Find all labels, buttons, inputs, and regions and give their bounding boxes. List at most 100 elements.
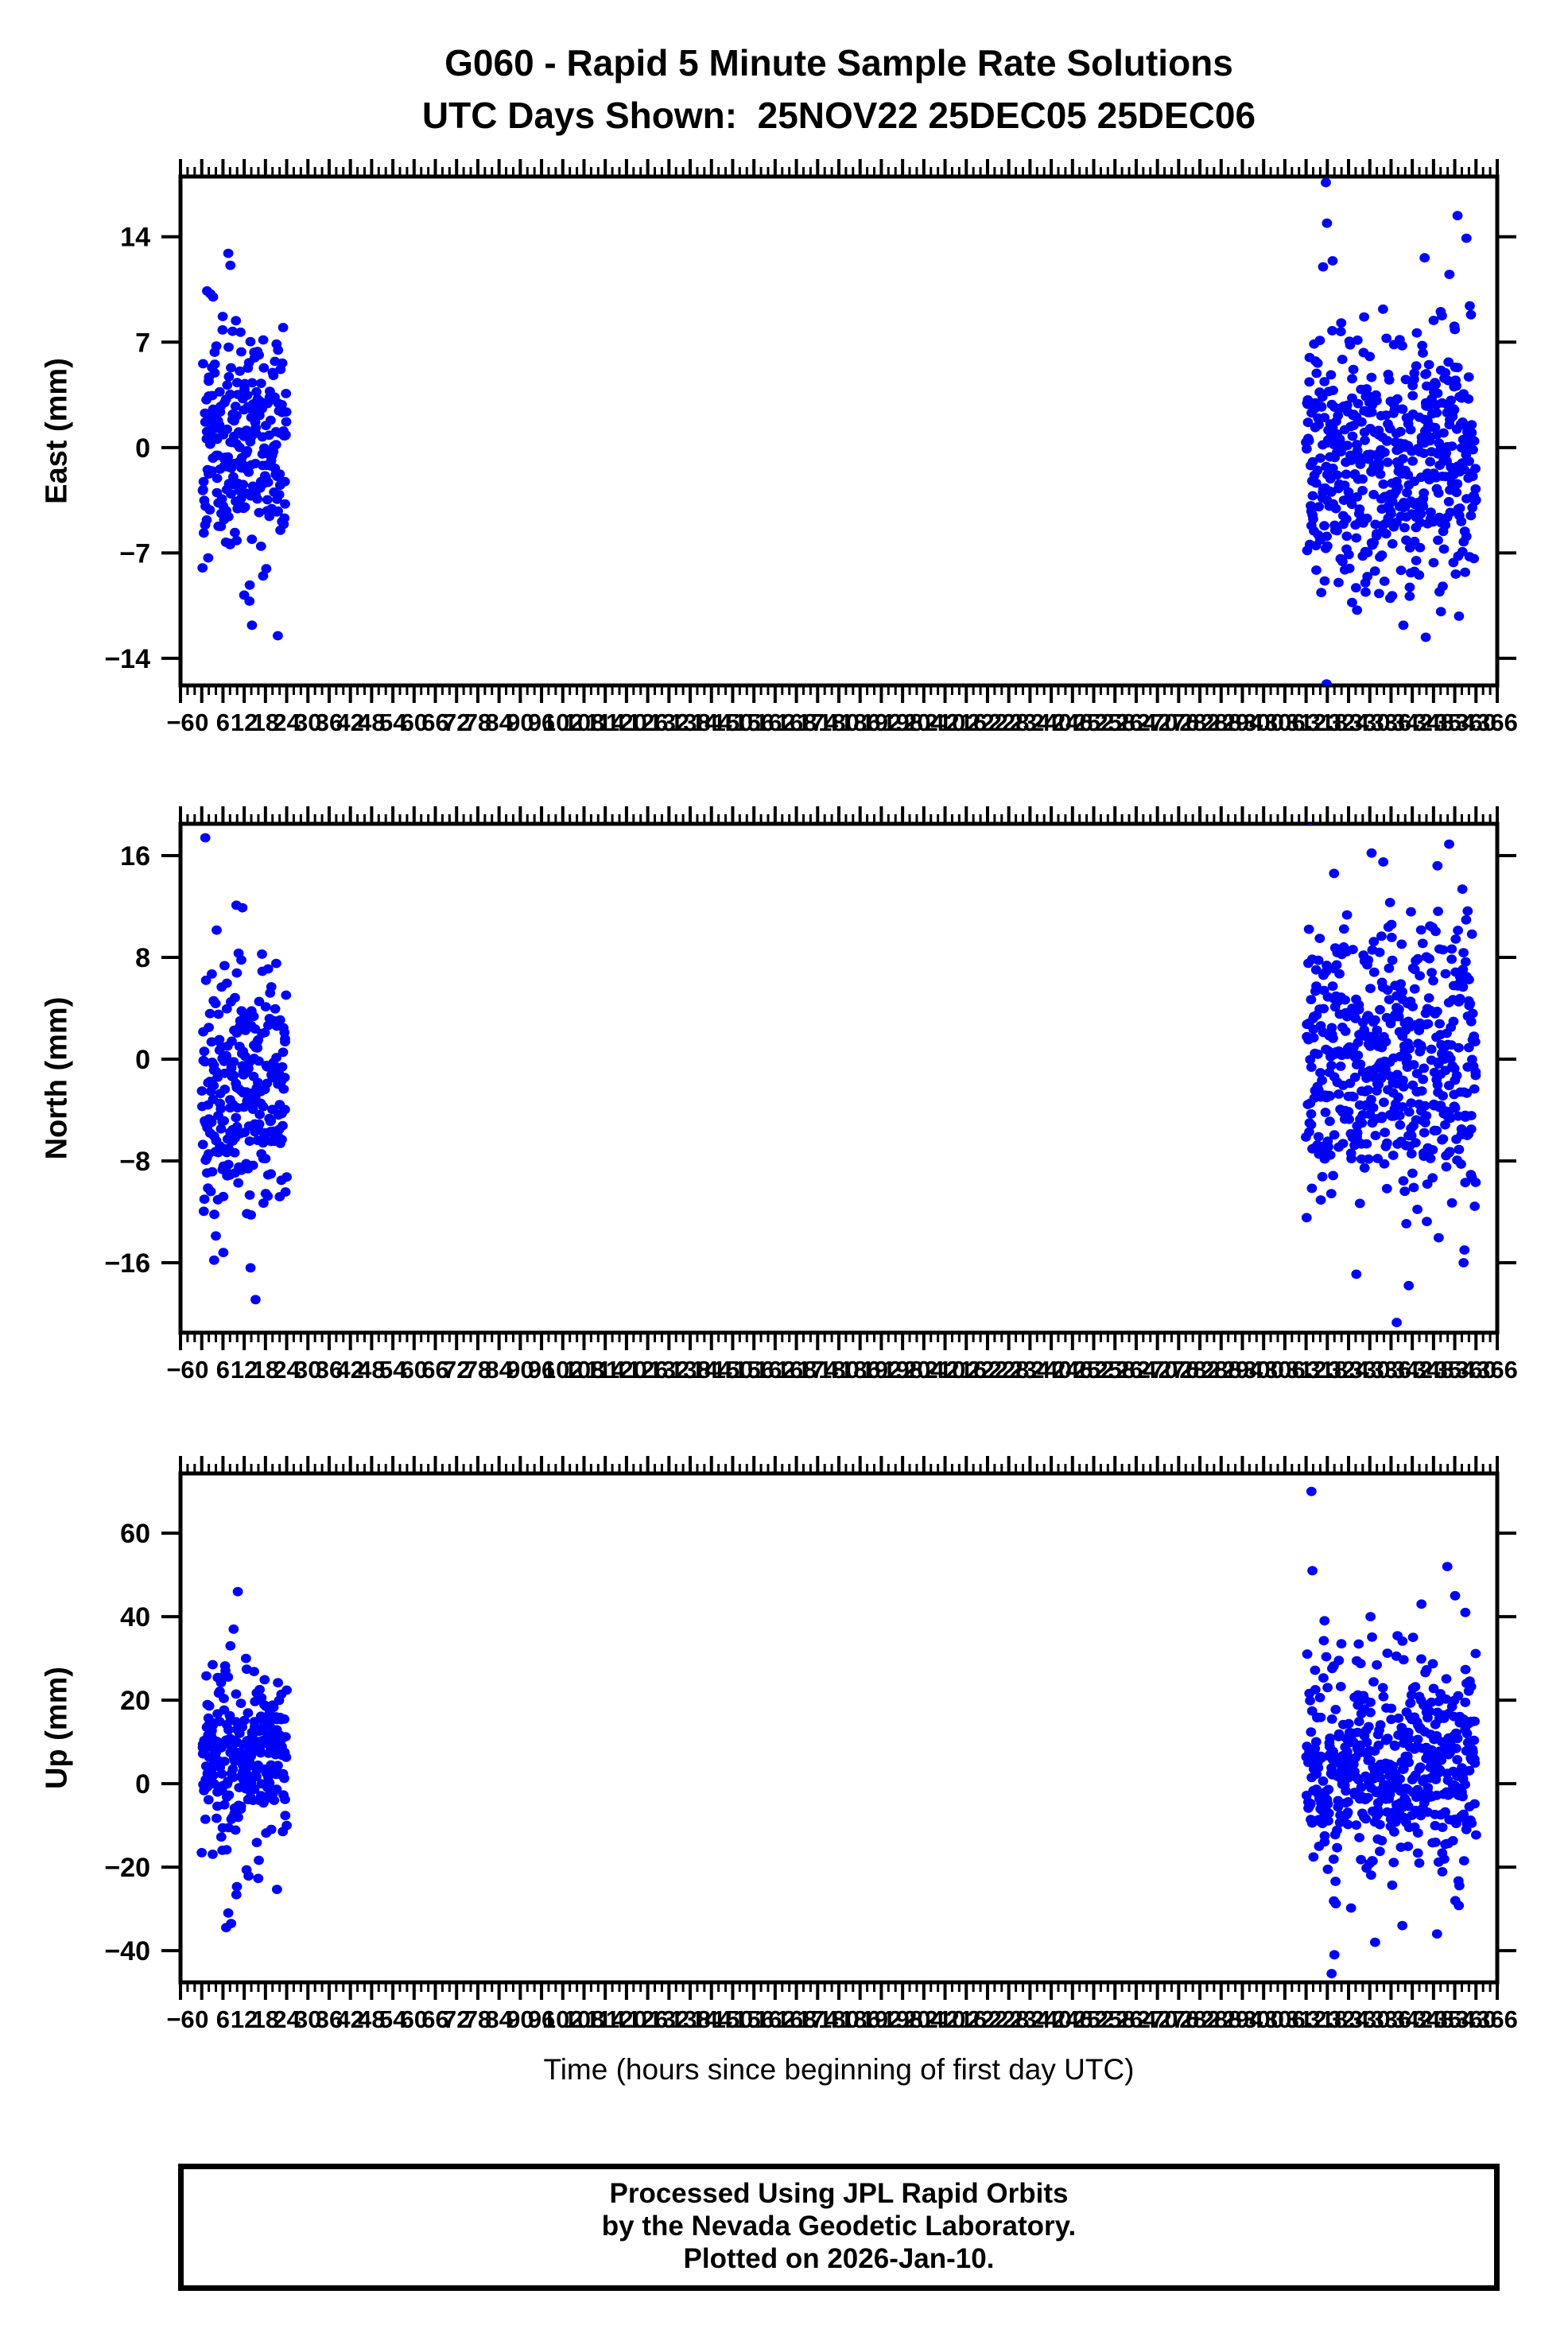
scatter-point	[239, 502, 250, 512]
scatter-point	[1454, 1042, 1464, 1053]
scatter-point	[1422, 381, 1432, 391]
scatter-point	[1375, 1819, 1385, 1830]
scatter-point	[1376, 931, 1387, 941]
scatter-point	[1464, 1765, 1475, 1776]
scatter-point	[226, 363, 236, 373]
scatter-point	[244, 580, 255, 590]
scatter-point	[1387, 539, 1398, 549]
x-tick-label: 102	[542, 1356, 584, 1384]
scatter-point	[208, 1850, 218, 1859]
scatter-point	[1396, 939, 1407, 949]
x-tick-label: 234	[1010, 1356, 1051, 1384]
scatter-point	[1451, 1743, 1461, 1753]
scatter-point	[1465, 999, 1476, 1009]
scatter-point	[1315, 1195, 1326, 1205]
scatter-point	[1450, 1103, 1461, 1113]
scatter-point	[1461, 531, 1472, 542]
scatter-point	[223, 1159, 234, 1170]
scatter-point	[1438, 945, 1449, 955]
x-tick-label: 234	[1010, 2005, 1051, 2033]
scatter-point	[1432, 1007, 1442, 1016]
scatter-point	[1379, 1097, 1389, 1108]
x-tick-label: −6	[166, 2005, 194, 2033]
scatter-point	[272, 1885, 282, 1895]
x-tick-label: 210	[925, 2005, 966, 2033]
scatter-point	[279, 1773, 289, 1784]
scatter-point	[1308, 1852, 1319, 1862]
scatter-point	[274, 1015, 285, 1025]
x-tick-label: 48	[358, 2005, 385, 2033]
x-tick-label: 282	[1179, 1356, 1221, 1384]
scatter-point	[1318, 262, 1329, 272]
scatter-point	[219, 961, 230, 971]
footer-box: Processed Using JPL Rapid Orbits by the …	[178, 2164, 1500, 2291]
scatter-point	[221, 1923, 231, 1933]
scatter-point	[1403, 1757, 1415, 1768]
scatter-point	[1424, 953, 1434, 964]
x-tick-label: 198	[882, 1356, 923, 1384]
scatter-point	[1329, 868, 1340, 879]
scatter-point	[1438, 581, 1448, 592]
scatter-point	[209, 1209, 219, 1220]
scatter-point	[254, 1056, 264, 1066]
scatter-point	[1351, 1269, 1362, 1279]
scatter-point	[1461, 914, 1472, 925]
scatter-point	[1377, 1683, 1388, 1693]
scatter-point	[1302, 1649, 1313, 1660]
scatter-point	[254, 1855, 264, 1865]
scatter-point	[1341, 1786, 1351, 1796]
scatter-point	[1465, 1682, 1477, 1691]
scatter-point	[1343, 1107, 1354, 1116]
scatter-point	[207, 969, 217, 979]
x-tick-label: 264	[1116, 2005, 1157, 2033]
x-tick-label: 54	[379, 708, 407, 736]
y-axis-ticks	[161, 1531, 1516, 1953]
scatter-point	[1310, 1737, 1322, 1747]
scatter-point	[1307, 824, 1314, 825]
scatter-point	[268, 371, 279, 381]
scatter-point	[229, 1147, 240, 1158]
scatter-point	[1311, 981, 1322, 991]
scatter-point	[1452, 363, 1463, 373]
scatter-point	[1463, 372, 1474, 382]
scatter-point	[222, 424, 232, 434]
scatter-point	[230, 527, 240, 538]
scatter-point	[262, 1191, 274, 1201]
scatter-point	[259, 1675, 270, 1685]
x-tick-label: 138	[670, 708, 711, 736]
scatter-point	[1457, 1792, 1468, 1802]
scatter-point	[202, 286, 212, 296]
scatter-point	[1360, 435, 1370, 445]
scatter-point	[271, 1784, 282, 1795]
y-axis-label-east: East (mm)	[40, 358, 74, 504]
scatter-point	[217, 312, 228, 321]
scatter-point	[1445, 1147, 1455, 1157]
scatter-point	[1418, 348, 1428, 358]
scatter-point	[1452, 479, 1463, 489]
scatter-point	[1415, 542, 1426, 553]
x-tick-label: 264	[1116, 1356, 1157, 1384]
scatter-point	[1345, 340, 1356, 350]
x-tick-label: 174	[797, 1356, 838, 1384]
scatter-point	[1431, 408, 1442, 418]
scatter-point	[205, 439, 215, 449]
scatter-point	[1456, 1159, 1466, 1169]
scatter-point	[208, 1770, 219, 1780]
x-tick-label: 306	[1264, 2005, 1306, 2033]
scatter-point	[222, 380, 233, 390]
x-tick-label: 306	[1264, 708, 1306, 736]
scatter-point	[1345, 1903, 1356, 1913]
scatter-point	[1407, 456, 1418, 466]
scatter-point	[1446, 395, 1457, 406]
scatter-point	[1410, 1682, 1421, 1692]
x-tick-label: 60	[401, 2005, 428, 2033]
scatter-point	[1395, 565, 1407, 576]
x-tick-label: 324	[1328, 708, 1369, 736]
scatter-point	[1335, 1682, 1346, 1691]
scatter-point	[1465, 1016, 1477, 1027]
scatter-point	[1330, 1705, 1341, 1714]
scatter-point	[1388, 1858, 1399, 1868]
scatter-point	[231, 1889, 242, 1900]
y-tick-label: 7	[135, 328, 150, 358]
scatter-point	[1451, 381, 1462, 391]
